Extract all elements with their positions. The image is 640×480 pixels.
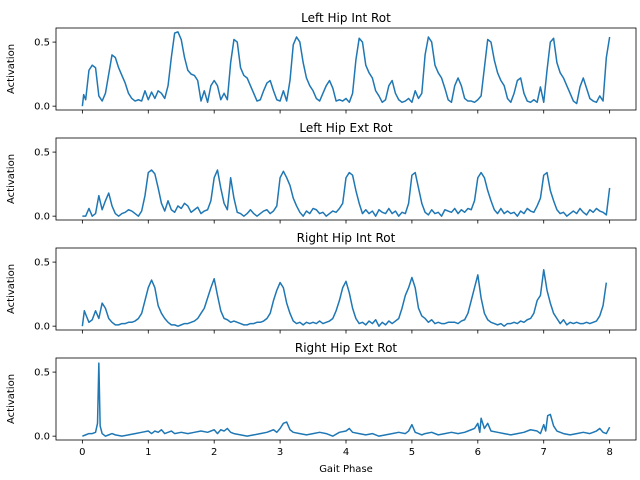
subplot-2-title: Left Hip Ext Rot xyxy=(299,121,393,135)
subplot-2-ylabel: Activation xyxy=(6,154,17,204)
subplot-4-xlabel: Gait Phase xyxy=(319,464,373,475)
subplot-3-ytick-label: 0.0 xyxy=(34,322,50,333)
subplot-4-xtick-label: 7 xyxy=(541,447,547,458)
subplot-4-xtick-label: 2 xyxy=(211,447,217,458)
subplot-3-ytick-label: 0.5 xyxy=(34,258,50,269)
subplot-4-xtick-label: 3 xyxy=(277,447,283,458)
subplot-1-ytick-label: 0.0 xyxy=(34,102,50,113)
subplot-3-axes-frame xyxy=(55,247,637,331)
subplot-1-ylabel: Activation xyxy=(6,44,17,94)
subplot-3-ylabel: Activation xyxy=(6,264,17,314)
subplot-3-title: Right Hip Int Rot xyxy=(297,231,396,245)
subplot-4-xtick-label: 5 xyxy=(409,447,415,458)
subplot-4-xtick-label: 4 xyxy=(343,447,349,458)
subplot-1-ytick-label: 0.5 xyxy=(34,38,50,49)
subplot-1-series-line xyxy=(81,31,611,107)
subplot-4-ylabel: Activation xyxy=(6,374,17,424)
subplot-4-xtick-label: 6 xyxy=(475,447,481,458)
subplot-2-ytick-label: 0.0 xyxy=(34,212,50,223)
subplot-4-ytick-label: 0.5 xyxy=(34,368,50,379)
subplot-4-xtick-label: 8 xyxy=(606,447,612,458)
subplot-4-title: Right Hip Ext Rot xyxy=(295,341,398,355)
subplot-4-xtick-label: 1 xyxy=(145,447,151,458)
subplot-4-xtick-label: 0 xyxy=(79,447,85,458)
subplot-4-series-line xyxy=(82,362,611,437)
subplot-4-axes-frame xyxy=(55,357,637,441)
subplot-4-ytick-label: 0.0 xyxy=(34,432,50,443)
subplot-2-ytick-label: 0.5 xyxy=(34,148,50,159)
subplot-1-title: Left Hip Int Rot xyxy=(301,11,391,25)
subplot-3-series-line xyxy=(81,269,608,327)
subplot-2-series-line xyxy=(82,169,611,217)
